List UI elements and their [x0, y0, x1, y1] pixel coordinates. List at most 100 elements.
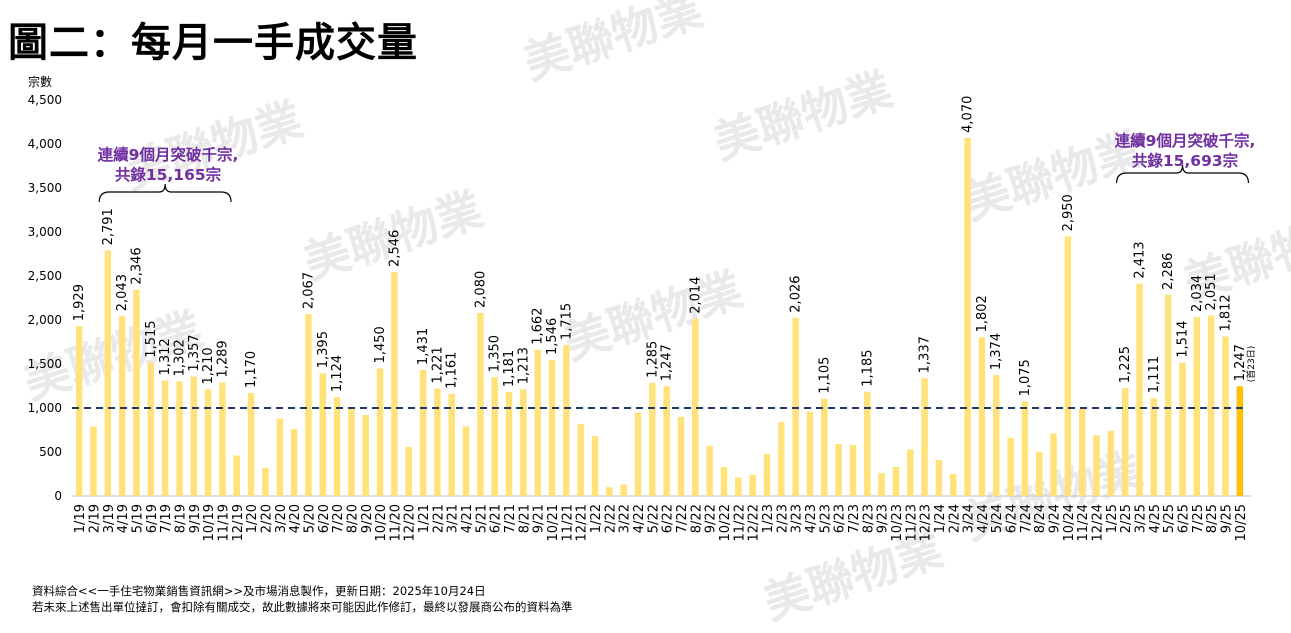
bar	[1078, 408, 1086, 496]
x-tick-label: 5/21	[474, 504, 489, 533]
data-label: 2,067	[301, 272, 316, 309]
x-tick-label: 2/24	[947, 504, 962, 533]
data-label: 1,312	[158, 338, 173, 375]
bar	[1036, 452, 1043, 496]
bar	[176, 381, 183, 496]
page-title: 圖二：每月一手成交量	[8, 20, 418, 66]
bar	[1136, 283, 1143, 496]
x-tick-label: 11/21	[560, 504, 575, 541]
x-tick-label: 1/19	[73, 504, 88, 533]
bar	[663, 386, 670, 496]
bar	[1007, 437, 1014, 496]
x-tick-label: 7/25	[1191, 504, 1206, 533]
bar	[993, 375, 1000, 496]
bar	[362, 415, 369, 496]
bar	[262, 467, 269, 496]
bar	[1107, 430, 1115, 496]
data-label: 1,111	[1147, 356, 1162, 393]
x-tick-label: 11/20	[388, 504, 403, 541]
bar	[964, 137, 971, 496]
x-tick-label: 9/23	[876, 504, 891, 533]
x-tick-label: 10/25	[1234, 504, 1249, 541]
y-tick-label: 1,000	[28, 401, 62, 415]
y-tick-label: 3,500	[28, 181, 62, 195]
data-label: 4,070	[961, 96, 976, 133]
x-tick-label: 10/23	[890, 504, 905, 541]
x-tick-label: 5/20	[302, 504, 317, 533]
data-label: 1,515	[144, 320, 159, 357]
x-tick-label: 8/19	[173, 504, 188, 533]
data-label: 1,225	[1118, 346, 1133, 383]
x-tick-label: 3/20	[274, 504, 289, 533]
x-tick-label: 9/19	[188, 504, 203, 533]
bar	[233, 455, 241, 496]
x-tick-label: 2/21	[431, 504, 446, 533]
x-tick-label: 1/24	[933, 504, 948, 533]
bar	[491, 377, 498, 496]
bar	[75, 326, 83, 496]
bar	[161, 380, 169, 496]
y-axis-title: 宗數	[28, 74, 52, 89]
y-tick-label: 2,000	[28, 313, 62, 327]
bar	[677, 416, 685, 496]
last-bar-note: (首23日)	[1245, 346, 1257, 382]
data-label: 2,034	[1190, 275, 1205, 312]
bar	[333, 397, 341, 496]
data-label: 1,210	[201, 347, 216, 384]
bar	[462, 426, 470, 496]
x-tick-label: 6/25	[1177, 504, 1192, 533]
data-label: 1,812	[1219, 294, 1234, 331]
x-tick-label: 4/20	[288, 504, 303, 533]
y-tick-label: 500	[39, 445, 62, 459]
annotation-text: 共錄15,693宗	[1132, 151, 1238, 170]
bar	[978, 337, 986, 496]
x-tick-label: 4/24	[976, 504, 991, 533]
bar	[950, 474, 957, 496]
x-tick-label: 6/24	[1005, 504, 1020, 533]
annotation-text: 連續9個月突破千宗,	[1115, 131, 1256, 150]
x-tick-label: 7/22	[675, 504, 690, 533]
x-tick-label: 6/20	[317, 504, 332, 533]
bar	[835, 444, 842, 496]
bar	[376, 368, 384, 496]
x-tick-label: 11/24	[1076, 504, 1091, 541]
bar	[1179, 362, 1186, 496]
footer-source: 資料綜合<<一手住宅物業銷售資訊網>>及市場消息製作，更新日期：2025年10月…	[32, 584, 486, 598]
data-label: 1,802	[975, 295, 990, 332]
bar	[147, 362, 155, 496]
data-label: 2,286	[1161, 253, 1176, 290]
x-tick-label: 6/22	[661, 504, 676, 533]
x-tick-label: 10/24	[1062, 504, 1077, 541]
bar	[90, 426, 97, 496]
data-label: 1,395	[316, 331, 331, 368]
data-label: 1,221	[430, 346, 445, 383]
data-label: 1,350	[488, 335, 503, 372]
x-tick-label: 5/25	[1162, 504, 1177, 533]
x-tick-label: 12/21	[575, 504, 590, 541]
data-label: 1,337	[918, 336, 933, 373]
x-tick-label: 3/22	[618, 504, 633, 533]
bar	[907, 449, 914, 496]
x-tick-label: 4/23	[804, 504, 819, 533]
x-tick-label: 4/21	[460, 504, 475, 533]
x-tick-label: 2/22	[603, 504, 618, 533]
x-tick-label: 5/24	[990, 504, 1005, 533]
bar	[505, 392, 513, 496]
x-tick-label: 12/24	[1091, 504, 1106, 541]
bar	[348, 408, 355, 496]
x-tick-label: 9/24	[1048, 504, 1063, 533]
x-tick-label: 2/23	[775, 504, 790, 533]
x-tick-label: 11/19	[216, 504, 231, 541]
bar	[247, 393, 255, 496]
bar	[634, 412, 642, 496]
x-tick-label: 1/21	[417, 504, 432, 533]
data-label: 2,014	[688, 277, 703, 314]
bar	[448, 393, 455, 496]
data-label: 1,357	[187, 334, 202, 371]
x-tick-label: 8/21	[517, 504, 532, 533]
x-tick-label: 8/24	[1033, 504, 1048, 533]
bar	[1222, 336, 1229, 496]
x-tick-label: 8/23	[861, 504, 876, 533]
x-tick-label: 9/22	[704, 504, 719, 533]
